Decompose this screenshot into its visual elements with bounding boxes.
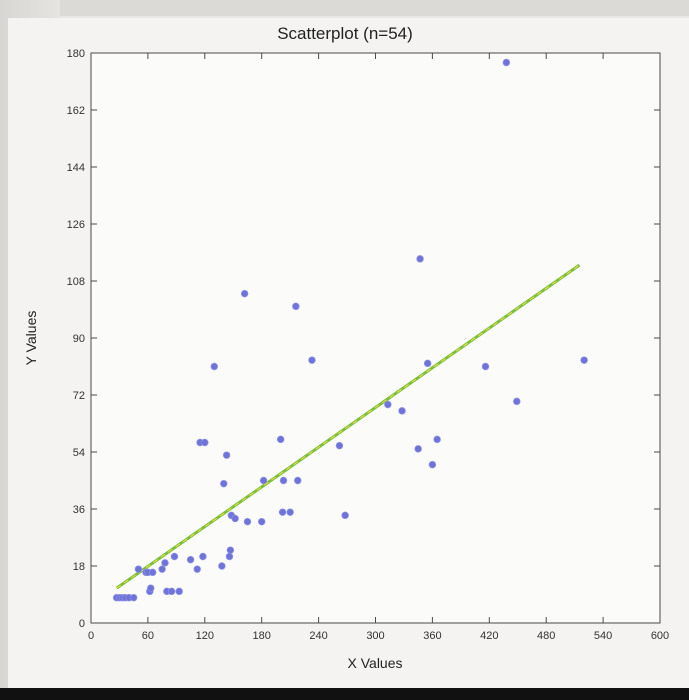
x-tick-label: 300 bbox=[366, 630, 384, 642]
y-tick-label: 108 bbox=[67, 276, 85, 288]
data-point bbox=[308, 356, 316, 364]
data-point bbox=[231, 514, 239, 523]
data-point bbox=[134, 565, 143, 573]
y-tick-label: 0 bbox=[79, 618, 85, 630]
data-point bbox=[240, 289, 249, 298]
y-tick-label: 162 bbox=[67, 105, 85, 117]
data-point bbox=[384, 400, 392, 409]
data-point bbox=[278, 508, 287, 516]
photo-background-bottom bbox=[0, 688, 689, 700]
axis-ticks: 0 60 120 180 240 300 360 420 480 540 600 0 18 36 54 72 9… bbox=[67, 48, 670, 642]
data-point bbox=[416, 255, 424, 263]
data-point bbox=[294, 476, 302, 485]
data-point bbox=[276, 435, 285, 444]
data-point bbox=[167, 587, 176, 596]
data-point bbox=[335, 441, 344, 450]
data-point bbox=[147, 584, 155, 592]
data-point bbox=[201, 438, 209, 447]
x-tick-label: 360 bbox=[423, 630, 441, 642]
data-point bbox=[481, 362, 490, 371]
data-point bbox=[243, 517, 252, 526]
x-tick-label: 60 bbox=[142, 630, 154, 642]
x-tick-label: 600 bbox=[651, 630, 669, 642]
data-point bbox=[175, 587, 183, 596]
data-point bbox=[414, 445, 422, 453]
data-point bbox=[502, 58, 511, 67]
y-tick-label: 36 bbox=[73, 504, 85, 516]
data-point bbox=[170, 552, 179, 561]
data-points bbox=[112, 58, 588, 602]
data-point bbox=[428, 460, 437, 469]
data-point bbox=[222, 451, 231, 459]
chart-title: Scatterplot (n=54) bbox=[277, 24, 413, 43]
y-tick-label: 18 bbox=[73, 561, 85, 573]
data-point bbox=[148, 568, 157, 577]
data-point bbox=[193, 565, 201, 573]
data-point bbox=[433, 435, 441, 444]
data-point bbox=[580, 356, 588, 364]
data-point bbox=[279, 476, 288, 485]
data-point bbox=[286, 508, 294, 516]
x-tick-label: 240 bbox=[309, 630, 327, 642]
data-point bbox=[161, 559, 169, 567]
x-tick-label: 420 bbox=[480, 630, 498, 642]
data-point bbox=[186, 555, 195, 564]
x-tick-label: 120 bbox=[196, 630, 214, 642]
y-tick-label: 54 bbox=[73, 447, 85, 459]
x-tick-label: 0 bbox=[88, 630, 94, 642]
plot-area bbox=[90, 52, 661, 624]
y-tick-label: 72 bbox=[73, 390, 85, 402]
y-tick-label: 144 bbox=[67, 162, 85, 174]
trend-line-group bbox=[115, 263, 581, 590]
x-axis-title: X Values bbox=[348, 655, 403, 671]
data-point bbox=[423, 359, 432, 368]
data-point bbox=[513, 397, 521, 406]
data-point bbox=[341, 511, 349, 520]
data-point bbox=[220, 479, 228, 488]
y-axis-title: Y Values bbox=[23, 311, 39, 366]
data-point bbox=[258, 517, 266, 526]
data-point bbox=[218, 562, 226, 570]
x-tick-label: 180 bbox=[253, 630, 271, 642]
data-point bbox=[398, 407, 406, 415]
data-point bbox=[259, 476, 268, 485]
data-point bbox=[129, 593, 138, 602]
y-tick-label: 180 bbox=[67, 48, 85, 60]
data-point bbox=[225, 552, 234, 561]
y-tick-label: 126 bbox=[67, 219, 85, 231]
data-point bbox=[226, 546, 235, 554]
data-point bbox=[158, 565, 166, 573]
trend-line-dash bbox=[116, 264, 580, 589]
photo-background-top bbox=[0, 0, 689, 16]
y-tick-label: 90 bbox=[73, 333, 85, 345]
x-tick-label: 480 bbox=[537, 630, 555, 642]
x-tick-label: 540 bbox=[594, 630, 612, 642]
data-point bbox=[199, 552, 207, 561]
data-point bbox=[210, 362, 218, 371]
data-point bbox=[292, 302, 300, 311]
